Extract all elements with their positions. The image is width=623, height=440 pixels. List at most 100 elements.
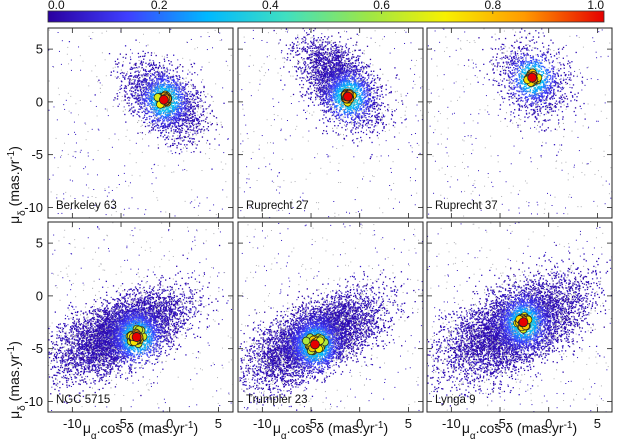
field-star: [68, 63, 70, 65]
field-star: [184, 168, 186, 170]
field-star: [151, 97, 154, 99]
field-star: [172, 94, 174, 96]
field-star: [376, 118, 378, 121]
field-star: [389, 92, 391, 94]
field-star: [178, 104, 180, 106]
field-star: [325, 95, 327, 98]
field-star: [289, 53, 292, 55]
field-star: [338, 49, 340, 52]
field-star: [345, 58, 348, 60]
field-star: [367, 121, 369, 124]
field-star: [318, 98, 320, 100]
field-star: [153, 164, 155, 166]
field-star: [125, 121, 127, 123]
field-star: [367, 74, 369, 77]
field-star: [379, 117, 381, 119]
field-star: [161, 75, 164, 78]
field-star: [173, 91, 176, 94]
field-star: [168, 76, 170, 78]
field-star: [189, 98, 191, 100]
field-star: [364, 72, 367, 74]
colorbar-tick-label: 0.0: [48, 0, 65, 12]
field-star: [139, 41, 141, 43]
field-star: [158, 32, 160, 34]
field-star: [219, 32, 221, 34]
field-star: [169, 114, 171, 116]
field-star: [144, 52, 146, 55]
field-star: [311, 81, 313, 83]
field-star: [343, 86, 345, 88]
field-star: [154, 116, 156, 118]
field-star: [128, 102, 130, 104]
field-star: [151, 82, 153, 84]
field-star: [320, 45, 322, 47]
field-star: [153, 109, 155, 111]
field-star: [198, 125, 200, 127]
field-star: [150, 129, 153, 131]
field-star: [179, 64, 181, 66]
field-star: [173, 79, 175, 82]
field-star: [48, 80, 50, 82]
field-star: [150, 96, 152, 98]
field-star: [171, 76, 173, 78]
field-star: [175, 86, 177, 89]
field-star: [179, 82, 181, 84]
field-star: [344, 60, 346, 62]
field-star: [135, 63, 137, 65]
field-star: [344, 73, 346, 76]
field-star: [158, 110, 160, 112]
field-star: [155, 111, 157, 113]
field-star: [227, 138, 229, 140]
field-star: [367, 83, 369, 85]
field-star: [325, 84, 328, 86]
field-star: [343, 56, 345, 58]
field-star: [152, 78, 154, 80]
field-star: [160, 114, 162, 116]
field-star: [339, 108, 341, 111]
field-star: [148, 80, 150, 82]
field-star: [188, 114, 190, 117]
field-star: [352, 73, 355, 75]
field-star: [331, 59, 333, 62]
field-star: [206, 197, 208, 199]
field-star: [167, 112, 169, 114]
field-star: [172, 132, 174, 134]
field-star: [354, 107, 356, 109]
field-star: [183, 108, 185, 110]
field-star: [153, 107, 155, 109]
field-star: [349, 62, 351, 65]
field-star: [176, 114, 178, 116]
field-star: [174, 121, 177, 124]
field-star: [158, 72, 160, 74]
field-star: [344, 116, 346, 118]
field-star: [168, 60, 170, 62]
field-star: [326, 103, 328, 105]
field-star: [352, 69, 355, 71]
field-star: [352, 71, 355, 73]
field-star: [341, 66, 344, 69]
field-star: [145, 91, 147, 93]
field-star: [165, 85, 168, 88]
field-star: [333, 120, 335, 123]
field-star: [198, 97, 200, 99]
field-star: [316, 53, 318, 56]
field-star: [141, 64, 143, 66]
field-star: [138, 84, 141, 86]
field-star: [359, 70, 362, 72]
field-star: [192, 129, 194, 131]
field-star: [108, 192, 110, 194]
field-star: [176, 88, 178, 91]
field-star: [209, 112, 211, 115]
field-star: [175, 83, 178, 85]
field-star: [329, 109, 332, 111]
field-star: [145, 86, 147, 88]
field-star: [183, 160, 185, 162]
field-star: [197, 121, 200, 124]
field-star: [336, 134, 338, 136]
field-star: [143, 58, 145, 60]
field-star: [381, 129, 384, 132]
field-star: [359, 123, 361, 125]
field-star: [341, 64, 343, 66]
field-star: [94, 209, 96, 211]
field-star: [176, 130, 179, 133]
